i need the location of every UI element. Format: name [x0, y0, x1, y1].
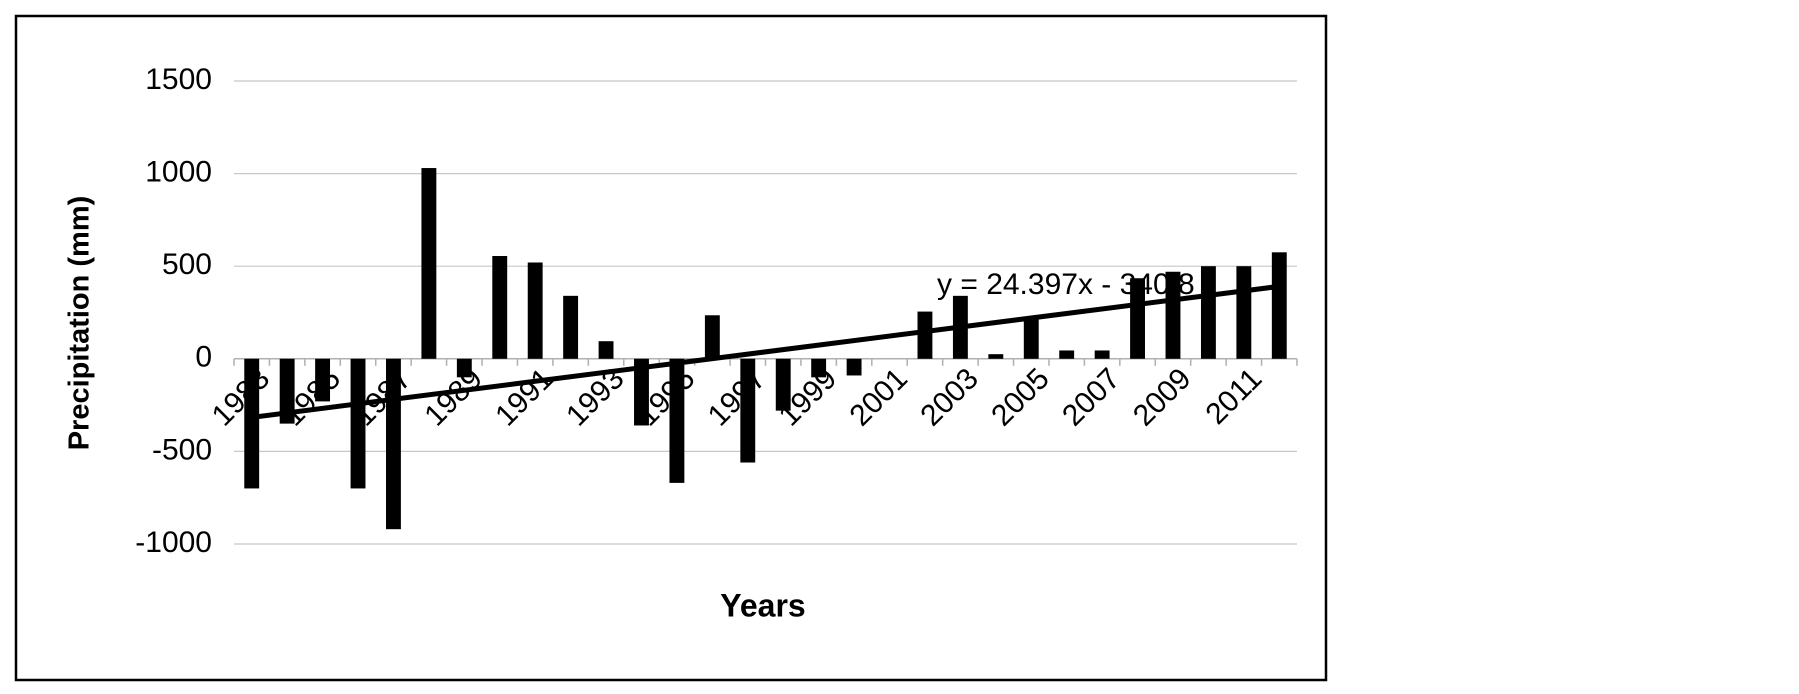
bar: [1165, 271, 1181, 359]
bar: [704, 315, 720, 359]
bar: [669, 358, 685, 483]
y-axis-title: Precipitation (mm): [64, 196, 96, 451]
bar: [846, 358, 862, 376]
trendline-label: y = 24.397x - 340.8: [937, 268, 1195, 301]
y-tick-label: -500: [152, 433, 212, 466]
bar: [1094, 350, 1110, 359]
bar: [492, 256, 508, 359]
bar: [1023, 318, 1039, 359]
trendline: [251, 283, 1280, 420]
bar: [634, 358, 649, 426]
bar: [1059, 350, 1075, 359]
bar: [244, 358, 260, 489]
bar: [527, 262, 543, 359]
bar: [421, 168, 437, 359]
bar: [811, 358, 827, 378]
bar: [740, 358, 756, 463]
y-tick-label: 1000: [145, 156, 212, 189]
bar: [350, 358, 366, 489]
bar: [1236, 266, 1252, 359]
bar: [1200, 266, 1216, 359]
y-tick-label: 500: [162, 248, 212, 281]
chart-frame: [14, 14, 1328, 682]
bar: [917, 311, 933, 359]
bar: [775, 358, 791, 411]
bar: [1130, 278, 1145, 359]
y-tick-label: 1500: [145, 63, 212, 96]
y-tick-label: -1000: [135, 526, 212, 559]
bar: [988, 354, 1004, 359]
y-tick-label: 0: [195, 341, 212, 374]
bar: [1271, 252, 1287, 359]
x-axis-title: Years: [720, 587, 805, 623]
bar: [279, 358, 295, 424]
bar: [598, 341, 614, 359]
bar: [315, 358, 331, 402]
bar: [563, 295, 579, 359]
bar: [456, 358, 472, 378]
